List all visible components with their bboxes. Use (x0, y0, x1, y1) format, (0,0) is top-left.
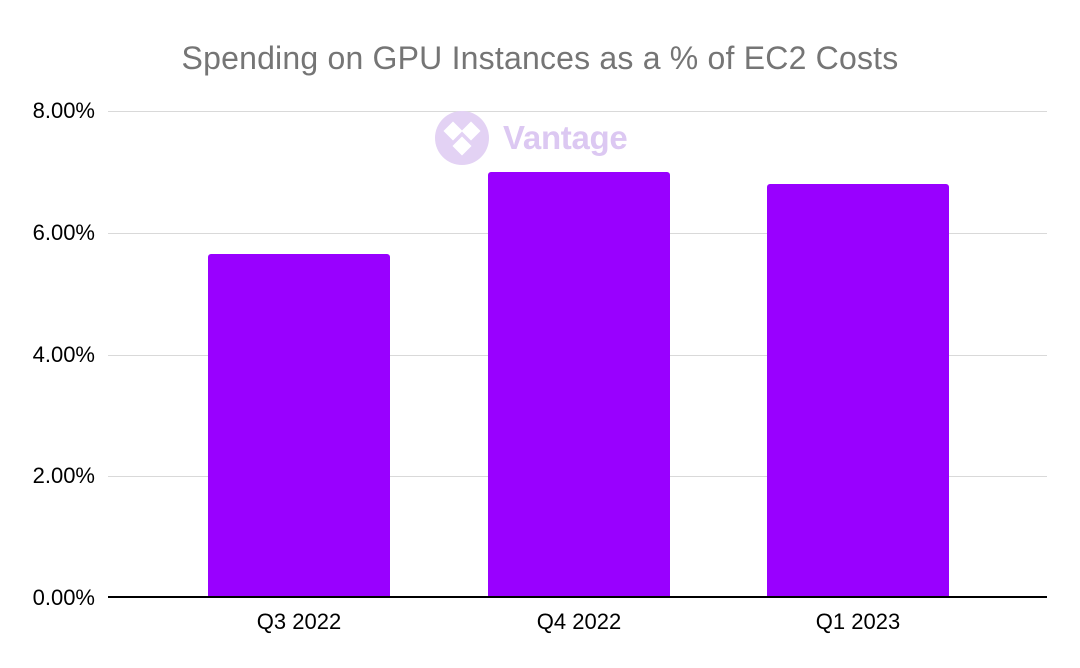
vantage-logo-icon (435, 111, 489, 165)
chart-title: Spending on GPU Instances as a % of EC2 … (181, 40, 899, 76)
y-axis-tick-label: 4.00% (32, 342, 95, 367)
y-axis-tick-label: 6.00% (32, 220, 95, 245)
y-axis-tick-label: 8.00% (32, 98, 95, 123)
x-axis-category-label: Q4 2022 (536, 609, 622, 634)
plot-area (108, 111, 1047, 599)
x-axis-line (108, 596, 1047, 598)
vantage-watermark: Vantage (434, 110, 628, 166)
bar-q3-2022 (208, 254, 390, 598)
y-axis-tick-label: 2.00% (32, 463, 95, 488)
bar-q1-2023 (767, 184, 949, 598)
y-axis-tick-label: 0.00% (32, 585, 95, 610)
gridline (108, 111, 1047, 112)
bar-q4-2022 (488, 172, 670, 598)
vantage-logo-text: Vantage (503, 119, 628, 156)
x-axis-category-label: Q3 2022 (256, 609, 342, 634)
x-axis-category-label: Q1 2023 (815, 609, 901, 634)
